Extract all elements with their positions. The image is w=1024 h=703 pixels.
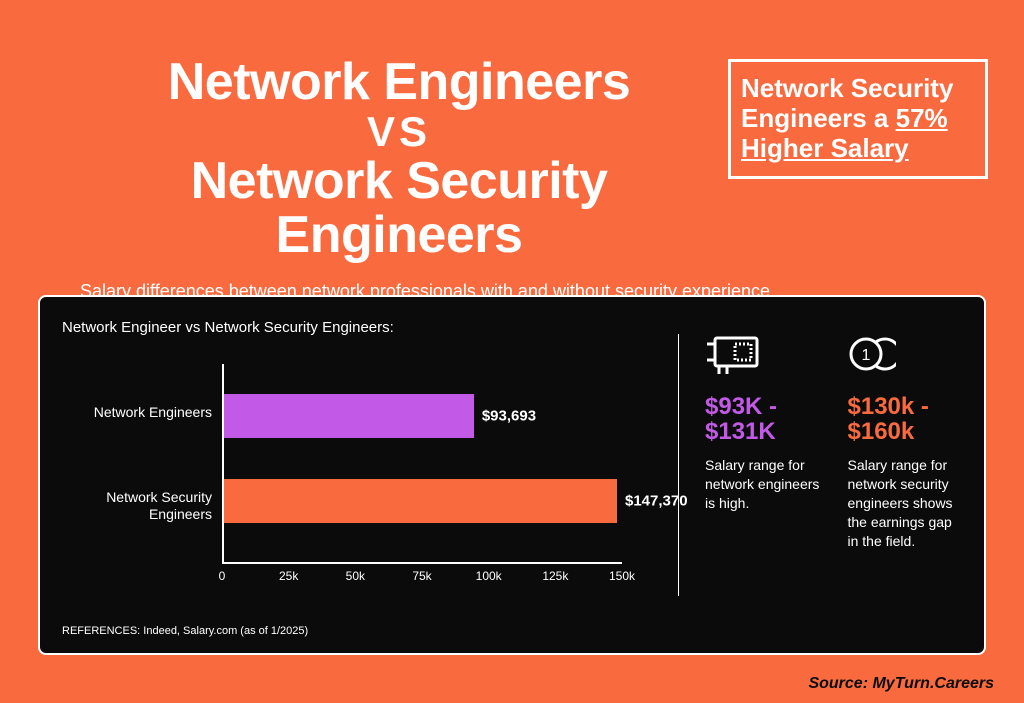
tick-label: 0 [219,569,226,583]
stat-range: $130k - $160k [848,394,963,444]
bar-value: $147,370 [625,493,688,510]
chart-body: $93,693$147,370 025k50k75k100k125k150k N… [62,364,652,574]
source-attribution: Source: MyTurn.Careers [808,675,994,693]
tick-label: 50k [346,569,365,583]
stat-desc: Salary range for network security engine… [848,456,963,550]
bar: $147,370 [224,479,617,523]
title-line3: Network Security Engineers [100,154,698,263]
stat-desc: Salary range for network engineers is hi… [705,456,820,513]
title-vs: VS [100,110,698,154]
tick-label: 100k [476,569,502,583]
svg-text:1: 1 [861,347,870,364]
bar: $93,693 [224,394,474,438]
chart-area: Network Engineer vs Network Security Eng… [62,319,652,641]
bar-value: $93,693 [482,408,536,425]
chart-title: Network Engineer vs Network Security Eng… [62,319,652,336]
network-card-icon [705,334,820,378]
chart-xaxis-ticks: 025k50k75k100k125k150k [222,569,622,589]
coin-icon: 1 [848,334,963,378]
tick-label: 150k [609,569,635,583]
stat-column: 1 $130k - $160k Salary range for network s… [848,334,963,641]
panel-divider [678,334,679,596]
chart-plot: $93,693 $147,370 [222,364,622,564]
title-block: Network Engineers VS Network Security En… [100,55,698,263]
callout-box: Network Security Engineers a 57% Higher … [728,59,988,179]
tick-label: 125k [542,569,568,583]
stats-area: $93K - $131K Salary range for network eng… [705,319,962,641]
bar-label: Network Security Engineers [72,489,212,523]
chart-panel: Network Engineer vs Network Security Eng… [38,295,986,655]
header-row: Network Engineers VS Network Security En… [0,0,1024,263]
bar-label: Network Engineers [72,404,212,421]
tick-label: 25k [279,569,298,583]
chart-references: REFERENCES: Indeed, Salary.com (as of 1/… [62,625,308,637]
stat-range: $93K - $131K [705,394,820,444]
stat-column: $93K - $131K Salary range for network eng… [705,334,820,641]
tick-label: 75k [412,569,431,583]
title-line1: Network Engineers [100,55,698,110]
